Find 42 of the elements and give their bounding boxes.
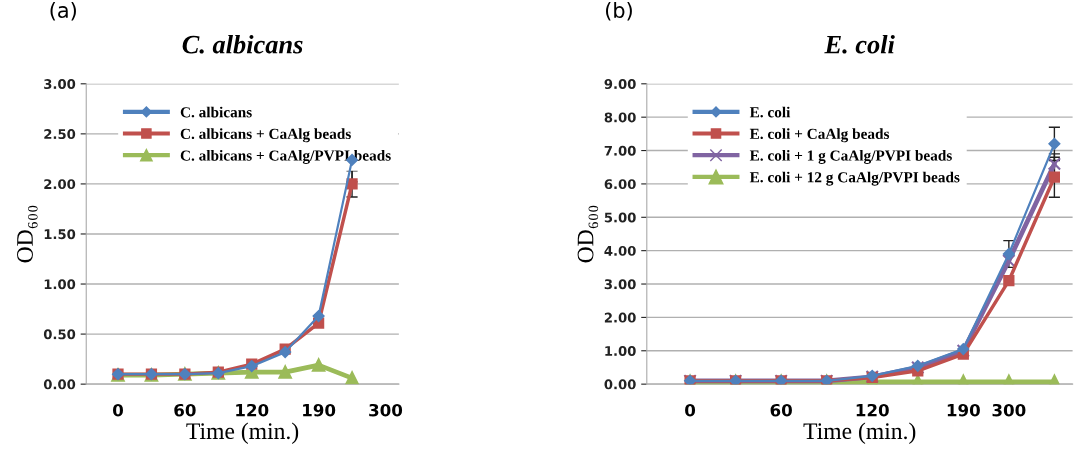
legend-label: C. albicans + CaAlg beads	[180, 128, 351, 143]
legend-label: E. coli + CaAlg beads	[749, 128, 890, 143]
y-axis-title: OD₆₀₀	[577, 205, 599, 263]
y-tick-label: 5.00	[604, 212, 636, 223]
x-tick-label: 300	[369, 403, 403, 417]
x-axis-title: Time (min.)	[803, 422, 916, 444]
y-tick-label: 3.00	[44, 79, 76, 90]
x-tick-label: 300	[992, 403, 1026, 417]
y-tick-label: 1.50	[44, 229, 76, 240]
chart-title: E. coli	[824, 34, 895, 54]
y-tick-label: 2.50	[44, 129, 76, 140]
y-tick-label: 3.00	[604, 279, 636, 290]
legend-label: E. coli + 1 g CaAlg/PVPI beads	[749, 149, 952, 164]
y-tick-label: 2.00	[44, 179, 76, 190]
y-tick-label: 0.50	[43, 329, 76, 340]
text: (b)	[606, 1, 632, 21]
chart-title: C. albicans	[182, 34, 303, 54]
x-axis-title: Time (min.)	[186, 422, 299, 444]
x-tick-label: 190	[947, 403, 980, 417]
x-tick-label: 120	[236, 403, 269, 417]
legend-label: C. albicans + CaAlg/PVPI beads	[180, 149, 391, 164]
y-tick-label: 0.00	[604, 379, 636, 390]
x-tick-label: 120	[856, 403, 889, 417]
y-tick-label: 0.00	[43, 379, 76, 390]
y-axis-title: OD₆₀₀	[17, 205, 38, 263]
y-tick-label: 1.00	[605, 345, 636, 356]
x-tick-label: 0	[685, 403, 696, 417]
x-tick-label: 190	[303, 403, 336, 417]
legend-label: E. coli + 12 g CaAlg/PVPI beads	[749, 171, 960, 186]
y-tick-label: 8.00	[604, 112, 636, 123]
y-tick-label: 1.00	[44, 279, 76, 290]
legend-label: E. coli	[749, 106, 791, 118]
y-tick-label: 7.00	[604, 145, 636, 156]
x-tick-label: 60	[174, 403, 196, 417]
y-tick-label: 4.00	[604, 245, 636, 256]
y-tick-label: 9.00	[604, 79, 636, 90]
y-tick-label: 2.00	[604, 312, 636, 323]
legend-label: C. albicans	[180, 106, 252, 118]
text: (a)	[50, 1, 76, 21]
x-tick-label: 60	[770, 403, 792, 417]
x-tick-label: 0	[113, 403, 123, 417]
y-tick-label: 6.00	[604, 179, 636, 190]
